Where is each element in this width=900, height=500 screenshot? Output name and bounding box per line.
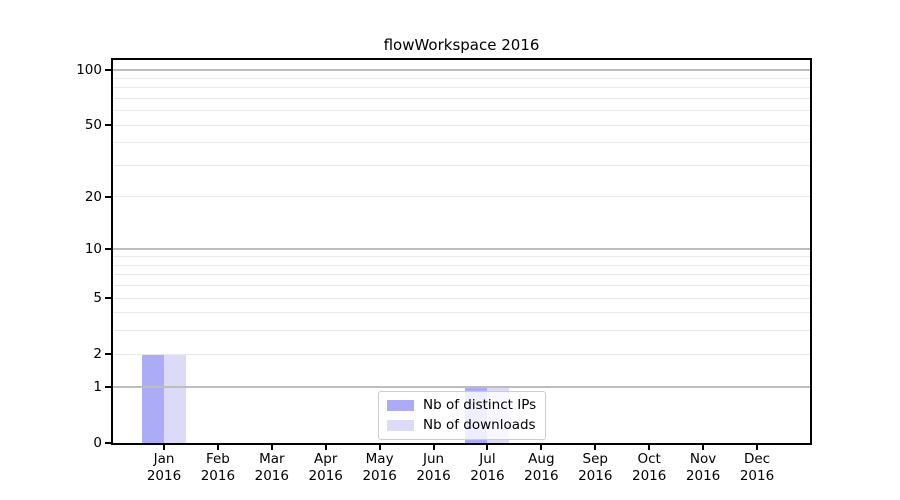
x-tick-label: Apr 2016 <box>308 451 343 484</box>
x-tick-mark <box>324 445 327 450</box>
legend-row: Nb of downloads <box>387 417 536 434</box>
y-tick-label: 10 <box>84 241 102 258</box>
x-tick-label: Nov 2016 <box>685 451 721 484</box>
x-tick-mark <box>378 445 381 450</box>
major-gridline <box>113 248 810 251</box>
x-tick-label: Jul 2016 <box>470 451 505 484</box>
bar <box>142 354 164 443</box>
x-tick-label: Dec 2016 <box>739 451 775 484</box>
minor-gridline <box>113 297 810 299</box>
y-tick-label: 1 <box>93 378 102 395</box>
chart-title: flowWorkspace 2016 <box>383 36 540 54</box>
major-gridline <box>113 69 810 71</box>
minor-gridline <box>113 274 810 276</box>
y-tick-label: 50 <box>84 117 102 134</box>
y-tick-label: 5 <box>93 290 102 307</box>
minor-gridline <box>113 97 810 99</box>
x-tick-label: Sep 2016 <box>578 451 613 484</box>
minor-gridline <box>113 353 810 355</box>
minor-gridline <box>113 285 810 287</box>
y-tick-mark <box>105 248 111 251</box>
x-tick-label: May 2016 <box>362 451 397 484</box>
minor-gridline <box>113 312 810 314</box>
legend-row: Nb of distinct IPs <box>387 397 536 414</box>
x-tick-label: Oct 2016 <box>631 451 667 484</box>
x-tick-mark <box>163 445 165 450</box>
y-tick-mark <box>105 69 111 71</box>
minor-gridline <box>113 196 810 198</box>
minor-gridline <box>113 142 810 144</box>
y-tick-label: 2 <box>93 346 102 363</box>
y-tick-mark <box>105 385 111 388</box>
minor-gridline <box>113 77 810 79</box>
major-gridline <box>113 385 810 388</box>
y-tick-mark <box>105 297 111 300</box>
legend-swatch <box>387 400 414 411</box>
x-tick-mark <box>594 445 597 450</box>
x-tick-mark <box>540 445 543 450</box>
x-tick-mark <box>756 445 758 450</box>
legend-label: Nb of distinct IPs <box>423 397 537 413</box>
y-tick-mark <box>105 442 111 444</box>
minor-gridline <box>113 256 810 258</box>
x-tick-mark <box>216 445 219 450</box>
x-tick-mark <box>432 445 435 450</box>
x-tick-label: Feb 2016 <box>200 451 236 484</box>
minor-gridline <box>113 110 810 112</box>
legend: Nb of distinct IPs Nb of downloads <box>378 391 547 440</box>
x-tick-mark <box>648 445 651 450</box>
x-tick-mark <box>702 445 705 450</box>
x-tick-label: Jan 2016 <box>146 451 182 484</box>
legend-label: Nb of downloads <box>423 417 536 433</box>
x-tick-mark <box>270 445 273 450</box>
y-tick-label: 100 <box>76 62 102 78</box>
y-tick-label: 20 <box>84 188 102 205</box>
y-tick-mark <box>105 353 111 356</box>
x-tick-label: Mar 2016 <box>254 451 289 484</box>
y-tick-label: 0 <box>93 435 102 451</box>
minor-gridline <box>113 330 810 332</box>
x-tick-label: Aug 2016 <box>524 451 559 484</box>
minor-gridline <box>113 124 810 126</box>
x-tick-label: Jun 2016 <box>416 451 451 484</box>
minor-gridline <box>113 264 810 266</box>
minor-gridline <box>113 87 810 89</box>
bar <box>164 354 186 443</box>
minor-gridline <box>113 164 810 166</box>
x-tick-mark <box>486 445 489 450</box>
y-tick-mark <box>105 124 111 127</box>
legend-swatch <box>387 420 414 431</box>
y-tick-mark <box>105 195 111 198</box>
